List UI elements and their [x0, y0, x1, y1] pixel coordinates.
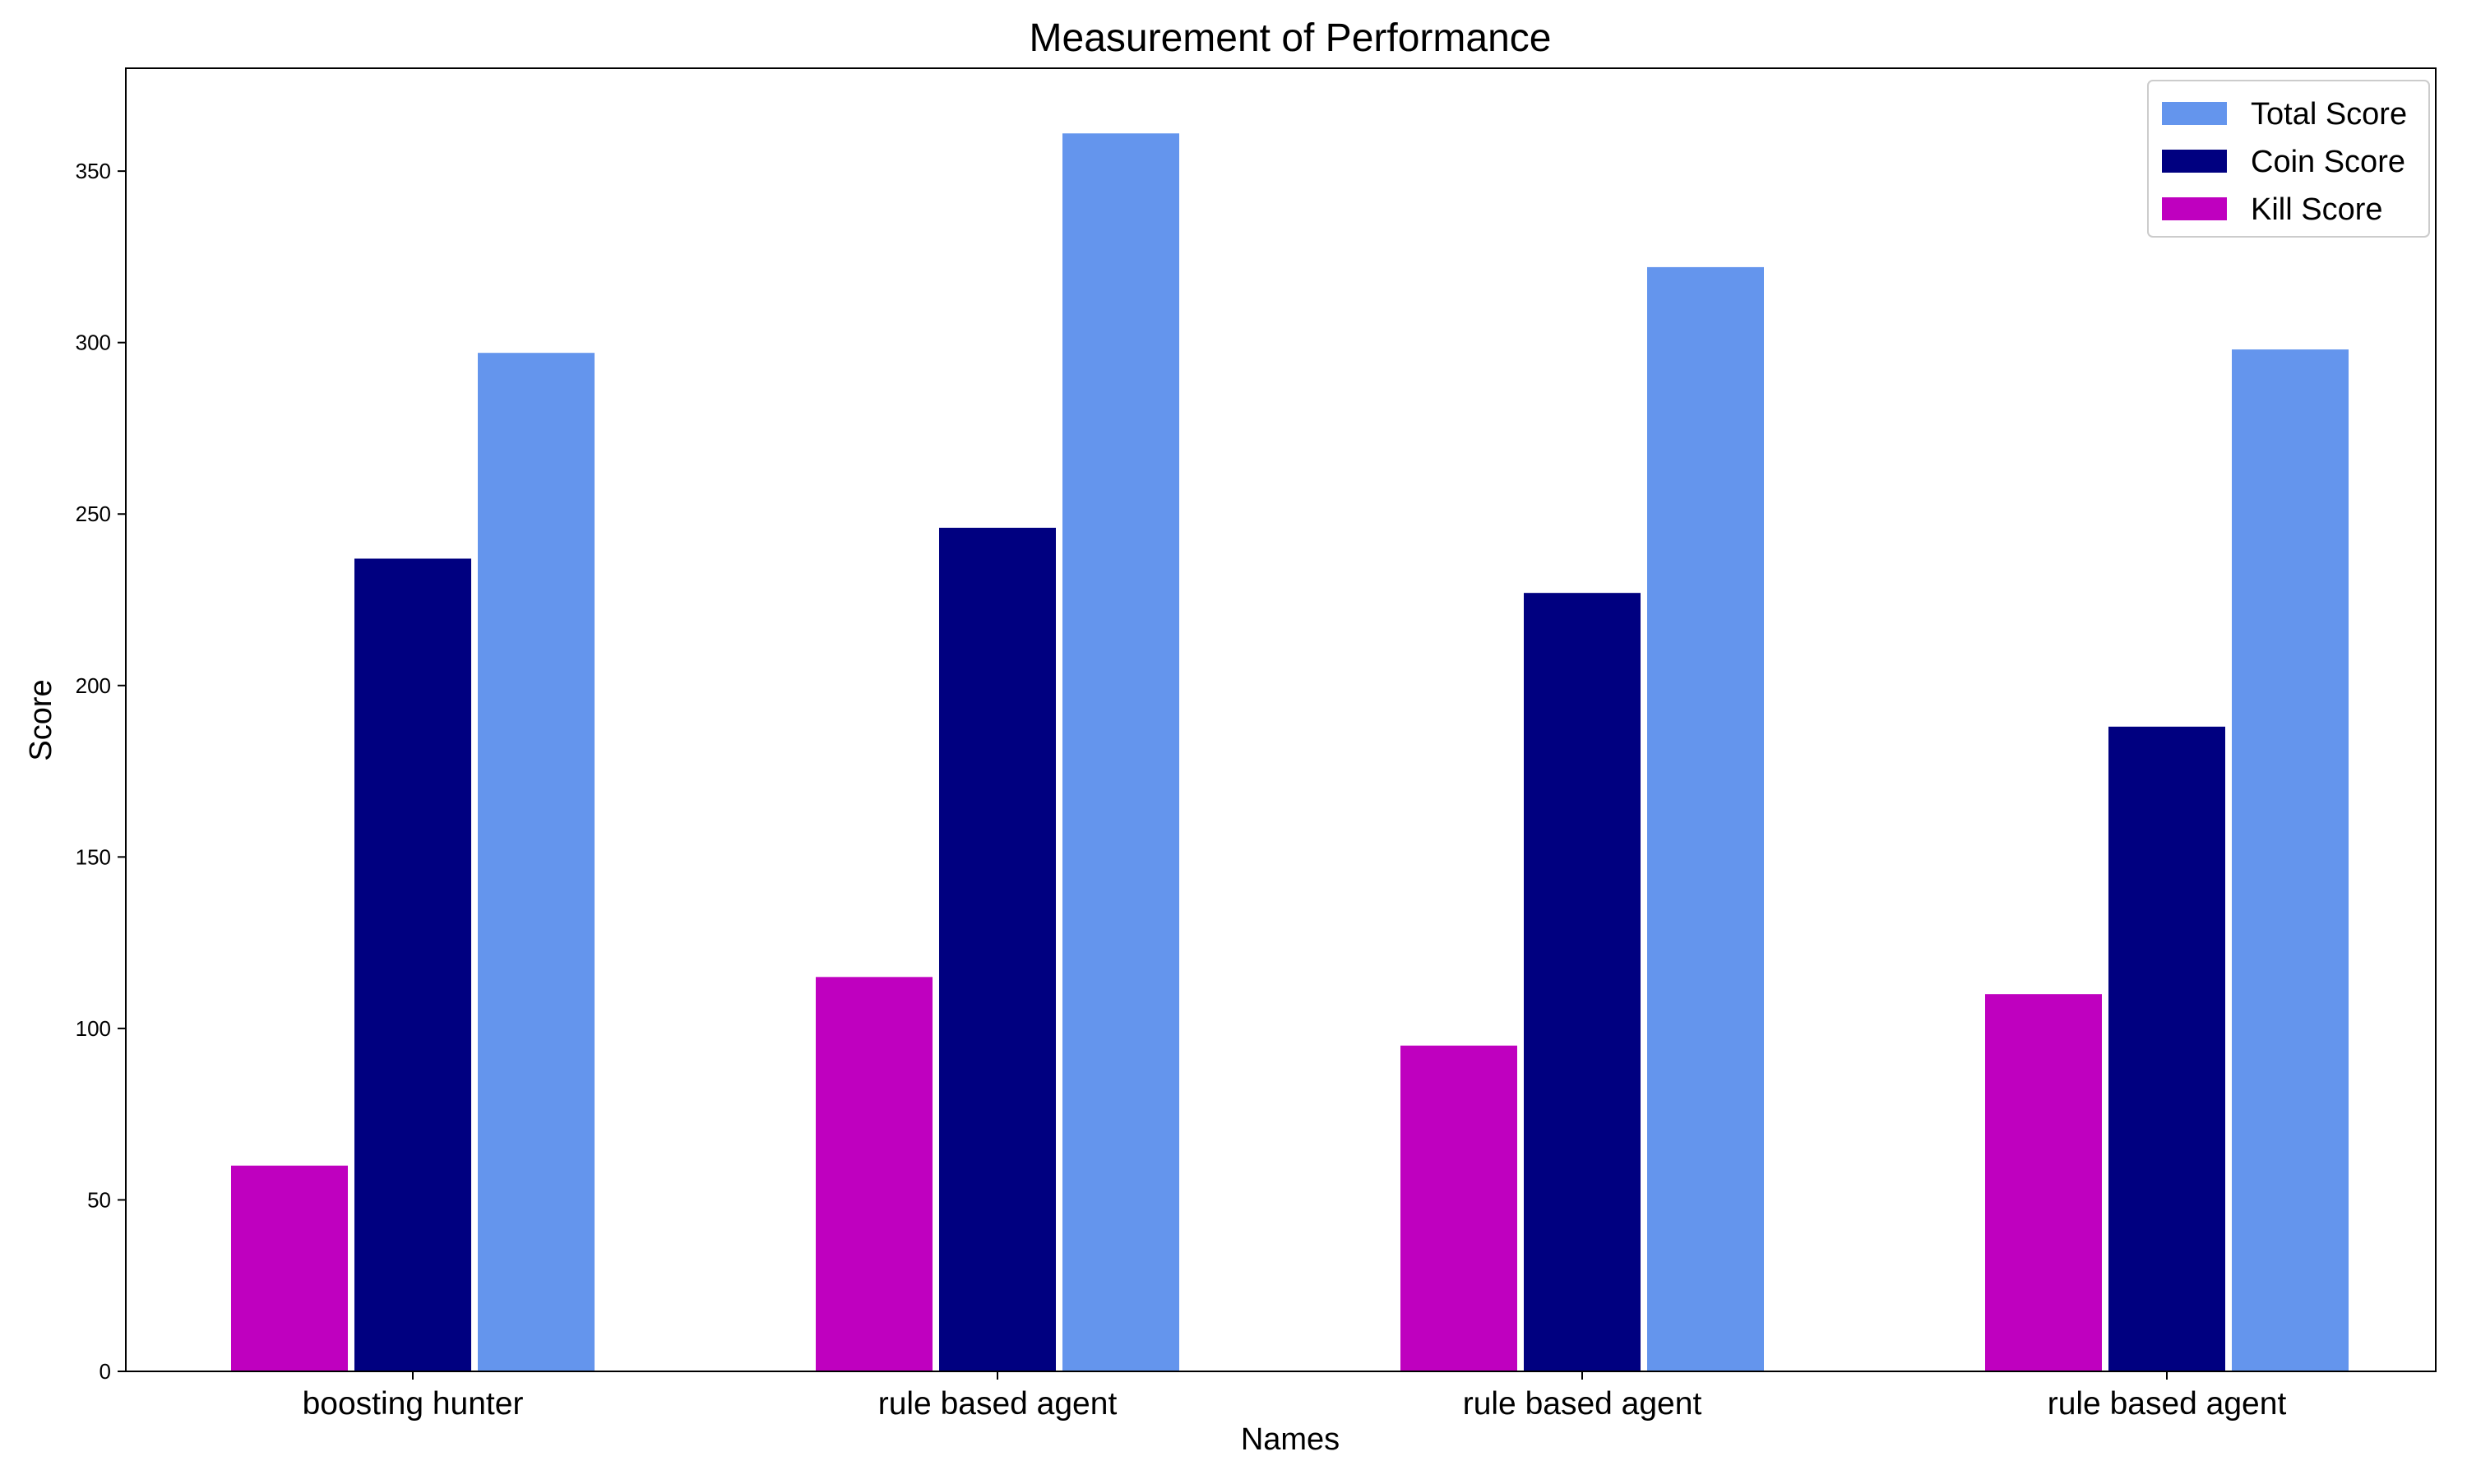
legend-label: Kill Score	[2251, 192, 2383, 227]
chart-title: Measurement of Performance	[1030, 16, 1552, 60]
legend-swatch-total-score	[2162, 102, 2227, 125]
bar-kill-score	[231, 1165, 348, 1371]
y-tick-label: 100	[76, 1016, 111, 1041]
y-tick-label: 0	[100, 1359, 111, 1384]
bar-kill-score	[1985, 994, 2102, 1371]
y-tick-label: 350	[76, 159, 111, 183]
y-tick-label: 200	[76, 673, 111, 698]
legend: Total Score Coin Score Kill Score	[2147, 80, 2430, 238]
legend-swatch-coin-score	[2162, 150, 2227, 173]
bar-total-score	[1647, 266, 1764, 1372]
bar-coin-score	[1524, 593, 1641, 1371]
bar-total-score	[1062, 133, 1179, 1371]
legend-swatch-kill-score	[2162, 197, 2227, 220]
bar-kill-score	[1400, 1045, 1517, 1371]
y-axis-label: Score	[24, 679, 58, 760]
bar-coin-score	[354, 558, 471, 1371]
x-axis-label: Names	[1241, 1422, 1340, 1457]
x-tick-label: rule based agent	[2048, 1386, 2287, 1422]
x-tick-label: boosting hunter	[303, 1386, 524, 1422]
legend-label: Coin Score	[2251, 145, 2405, 179]
bar-coin-score	[2108, 726, 2225, 1371]
y-tick-label: 150	[76, 844, 111, 869]
y-tick-label: 50	[87, 1187, 111, 1212]
bar-kill-score	[816, 977, 933, 1371]
x-tick-label: rule based agent	[1463, 1386, 1702, 1422]
x-tick-label: rule based agent	[878, 1386, 1118, 1422]
y-axis: 0 50 100 150 200 250 300 350	[76, 159, 126, 1384]
bar-total-score	[2232, 349, 2349, 1371]
legend-label: Total Score	[2251, 97, 2407, 132]
y-tick-label: 300	[76, 331, 111, 355]
bars-layer	[231, 133, 2349, 1372]
y-tick-label: 250	[76, 502, 111, 526]
x-axis: boosting hunter rule based agent rule base…	[303, 1371, 2287, 1422]
bar-coin-score	[939, 527, 1056, 1371]
bar-total-score	[478, 353, 595, 1371]
plot-frame	[125, 67, 2437, 1372]
